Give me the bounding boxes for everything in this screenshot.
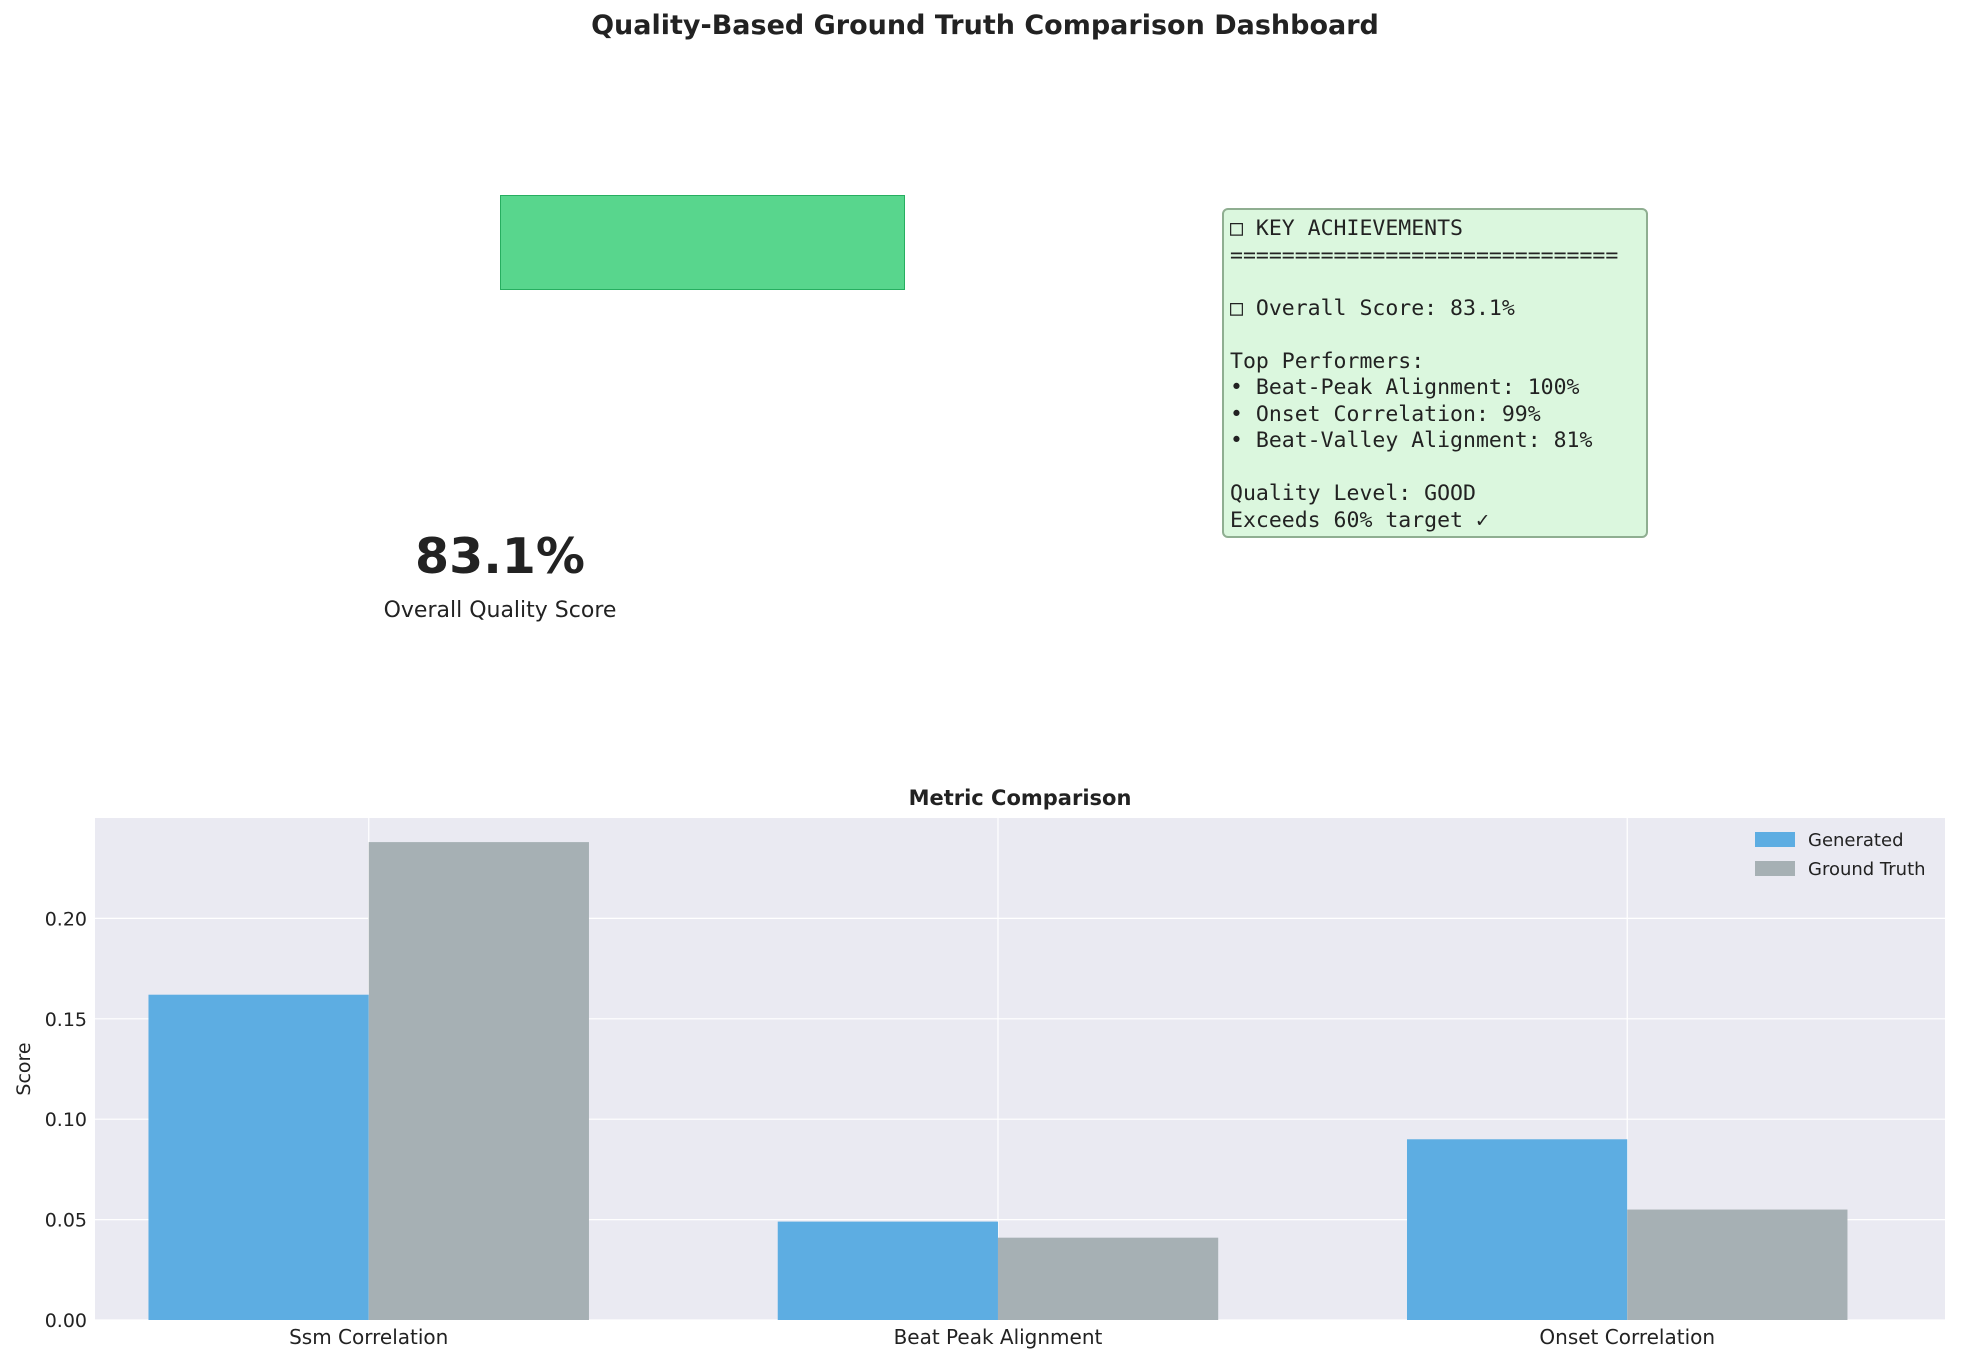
achievement-line: • Onset Correlation: 99% — [1230, 401, 1541, 427]
quality-gauge-bar — [500, 195, 905, 290]
achievement-line: ============================== — [1230, 242, 1619, 268]
legend-swatch — [1755, 861, 1795, 876]
achievement-line: • Beat-Peak Alignment: 100% — [1230, 375, 1580, 400]
y-axis-label: Score — [13, 1042, 35, 1095]
achievement-line: Top Performers: — [1230, 348, 1425, 374]
x-tick-label: Onset Correlation — [1539, 1325, 1715, 1349]
bar-generated — [1406, 1139, 1628, 1320]
bar-ground-truth — [368, 842, 589, 1320]
metric-comparison-chart: 0.00 0.05 0.10 0.15 0.20 Ssm Correlation Beat … — [13, 786, 1945, 1349]
overall-score-label: Overall Quality Score — [383, 598, 617, 623]
bar-ground-truth — [1627, 1209, 1848, 1320]
achievement-line: Quality Level: GOOD — [1230, 481, 1476, 506]
achievement-line — [1230, 455, 1646, 482]
achievement-line: □ Overall Score: 83.1% — [1230, 295, 1515, 321]
key-achievements-box: □ KEY ACHIEVEMENTS =====================… — [1222, 208, 1648, 538]
y-tick-label: 0.05 — [45, 1210, 87, 1232]
y-tick-label: 0.10 — [45, 1109, 87, 1131]
dashboard-title: Quality-Based Ground Truth Comparison Da… — [591, 10, 1379, 41]
legend-label: Ground Truth — [1808, 859, 1926, 880]
y-tick-label: 0.20 — [45, 908, 87, 930]
legend-swatch — [1755, 832, 1795, 847]
legend-label: Generated — [1808, 830, 1904, 851]
x-tick-label: Ssm Correlation — [289, 1325, 448, 1349]
x-tick-label: Beat Peak Alignment — [894, 1325, 1103, 1349]
chart-title: Metric Comparison — [909, 786, 1132, 810]
y-tick-label: 0.15 — [45, 1009, 87, 1031]
bar-ground-truth — [997, 1237, 1219, 1320]
achievement-line: • Beat-Valley Alignment: 81% — [1230, 428, 1593, 453]
achievement-line: □ KEY ACHIEVEMENTS — [1230, 216, 1463, 241]
achievement-line: Exceeds 60% target ✓ — [1230, 507, 1489, 533]
bar-generated — [148, 994, 369, 1320]
bar-generated — [777, 1221, 998, 1320]
achievement-line — [1230, 322, 1646, 349]
y-tick-label: 0.00 — [45, 1310, 87, 1332]
overall-score-value: 83.1% — [415, 528, 585, 585]
achievement-line — [1230, 269, 1646, 296]
